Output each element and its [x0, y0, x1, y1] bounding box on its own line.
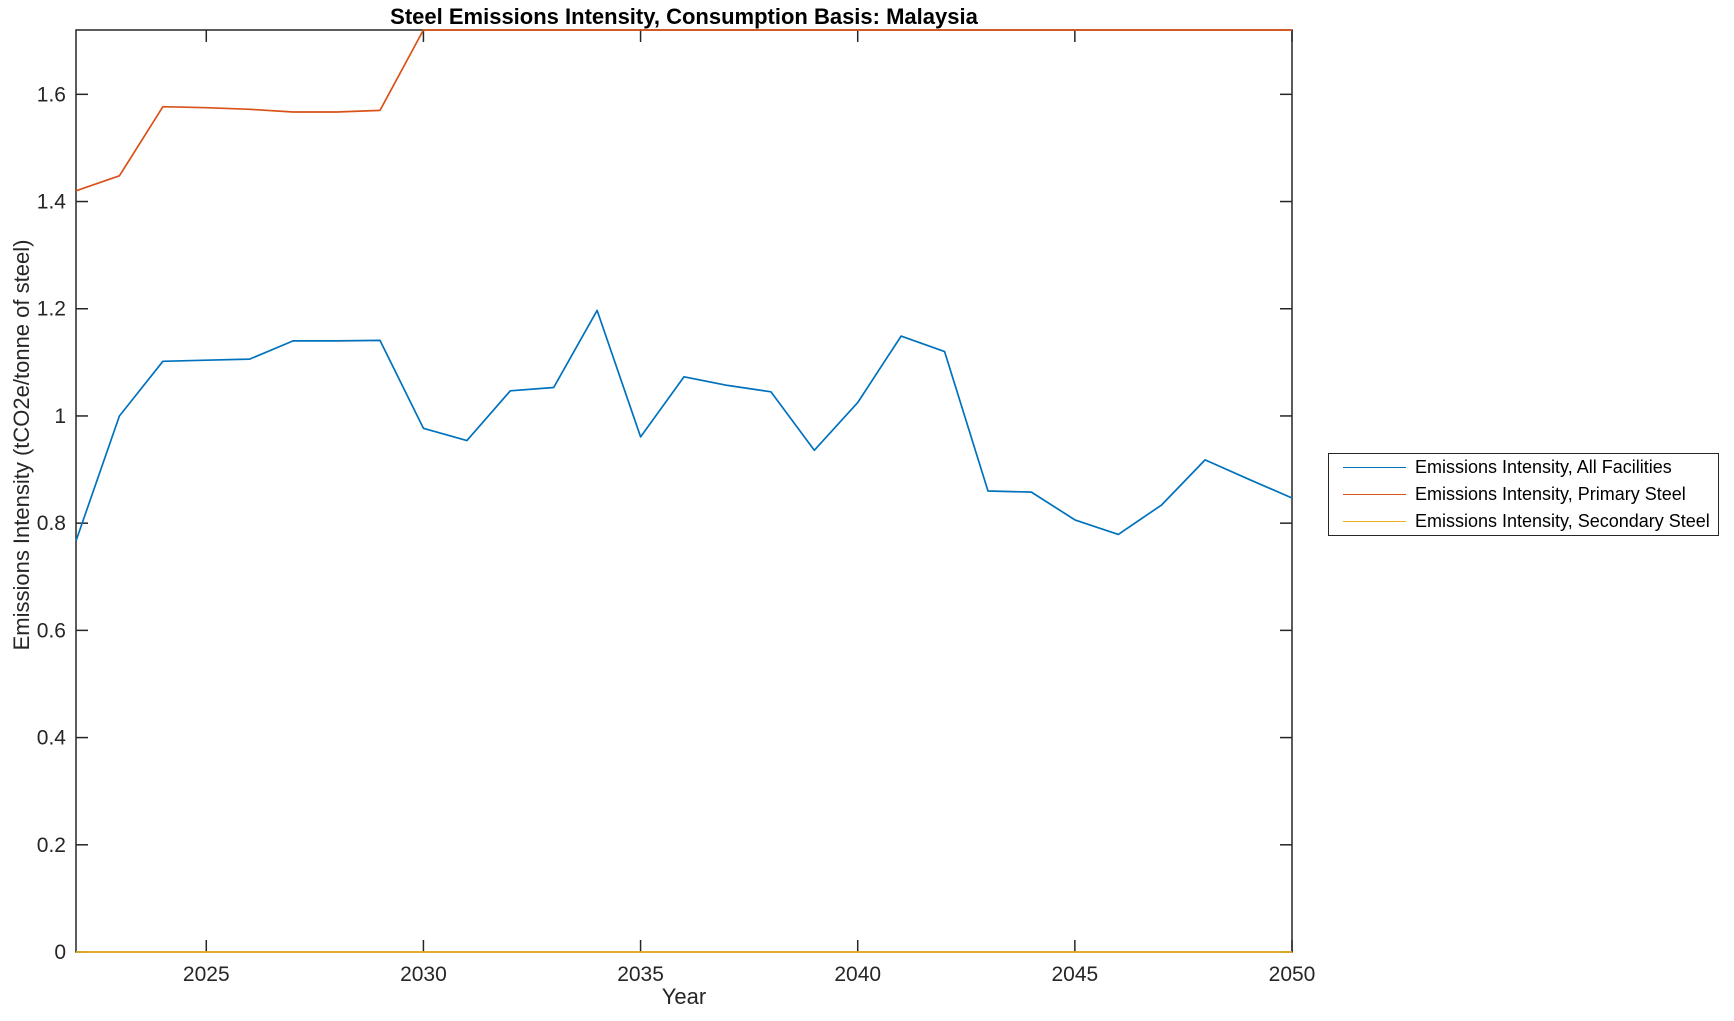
y-tick-label: 1.4: [37, 191, 67, 214]
legend-label: Emissions Intensity, Primary Steel: [1415, 484, 1686, 504]
x-tick-label: 2025: [183, 963, 230, 986]
series-all-facilities: [75, 309, 1293, 542]
legend-item: Emissions Intensity, All Facilities: [1329, 454, 1718, 481]
legend-line-sample-blue: [1343, 467, 1406, 468]
y-tick-label: 1.2: [37, 298, 66, 321]
x-tick-label: 2040: [834, 963, 881, 986]
y-axis-label: Emissions Intensity (tCO2e/tonne of stee…: [9, 239, 34, 651]
legend: Emissions Intensity, All Facilities Emis…: [1328, 453, 1719, 536]
legend-line-sample-orange: [1343, 494, 1406, 495]
legend-label: Emissions Intensity, All Facilities: [1415, 457, 1672, 477]
x-axis-label: Year: [661, 984, 707, 1009]
x-tick-label: 2030: [400, 963, 447, 986]
legend-line-sample-yellow: [1343, 521, 1406, 522]
y-tick-label: 1.6: [37, 83, 66, 106]
x-tick-label: 2035: [617, 963, 664, 986]
y-tick-label: 0: [54, 941, 66, 964]
legend-item: Emissions Intensity, Primary Steel: [1329, 481, 1718, 508]
y-tick-label: 0.8: [37, 512, 66, 535]
chart-title: Steel Emissions Intensity, Consumption B…: [390, 4, 978, 29]
legend-item: Emissions Intensity, Secondary Steel: [1329, 508, 1718, 535]
y-tick-label: 0.4: [37, 727, 67, 750]
series-primary-steel: [75, 29, 1292, 192]
y-tick-label: 0.6: [37, 619, 66, 642]
x-tick-label: 2045: [1051, 963, 1098, 986]
y-tick-label: 0.2: [37, 834, 66, 857]
legend-label: Emissions Intensity, Secondary Steel: [1415, 511, 1710, 531]
x-tick-label: 2050: [1269, 963, 1316, 986]
axes-box: [75, 29, 1293, 953]
y-tick-label: 1: [54, 405, 66, 428]
